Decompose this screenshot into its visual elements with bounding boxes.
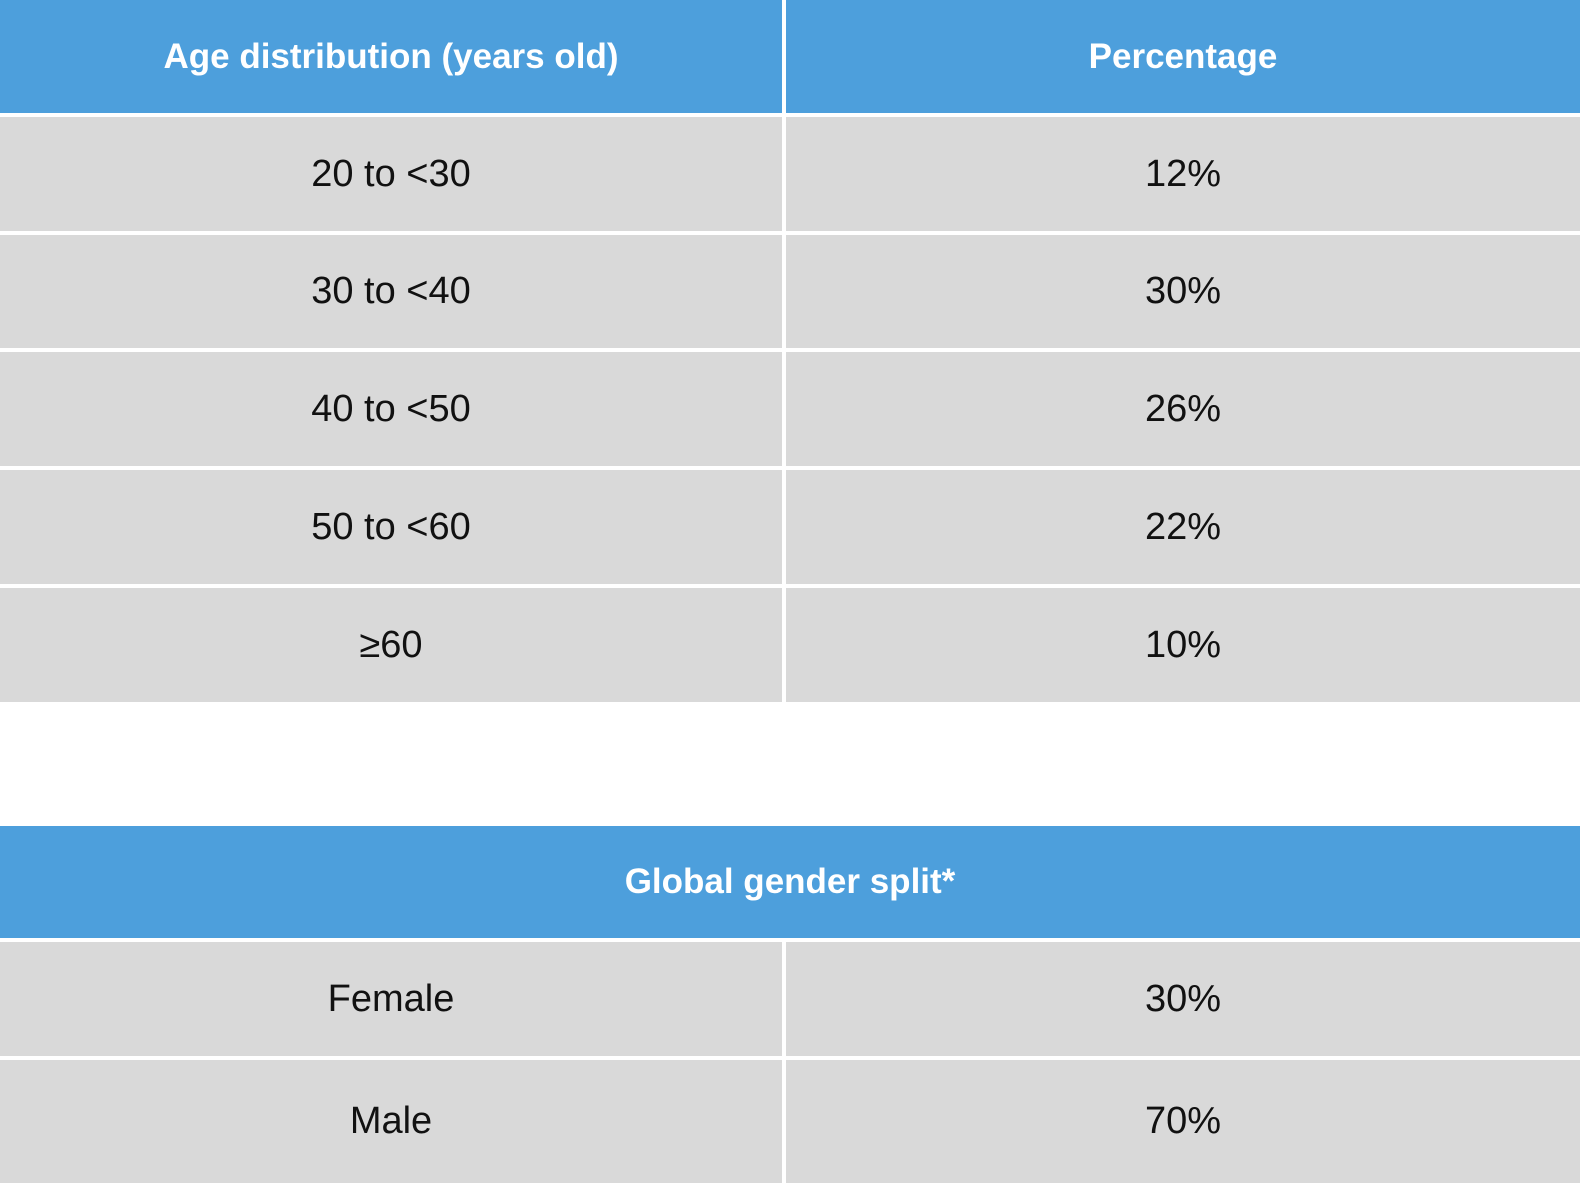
gender-cell: Male xyxy=(0,1060,782,1183)
age-percentage-cell: 22% xyxy=(786,470,1580,584)
age-column-header: Age distribution (years old) xyxy=(0,0,782,113)
gender-cell: Female xyxy=(0,942,782,1056)
age-range-cell: 30 to <40 xyxy=(0,235,782,348)
age-range-cell: 40 to <50 xyxy=(0,352,782,466)
percentage-column-header: Percentage xyxy=(786,0,1580,113)
age-percentage-cell: 10% xyxy=(786,588,1580,702)
age-percentage-cell: 26% xyxy=(786,352,1580,466)
age-range-cell: 20 to <30 xyxy=(0,117,782,231)
age-percentage-cell: 30% xyxy=(786,235,1580,348)
gender-percentage-cell: 70% xyxy=(786,1060,1580,1183)
gender-percentage-cell: 30% xyxy=(786,942,1580,1056)
age-percentage-cell: 12% xyxy=(786,117,1580,231)
age-range-cell: 50 to <60 xyxy=(0,470,782,584)
gender-split-header: Global gender split* xyxy=(0,826,1580,938)
age-range-cell: ≥60 xyxy=(0,588,782,702)
